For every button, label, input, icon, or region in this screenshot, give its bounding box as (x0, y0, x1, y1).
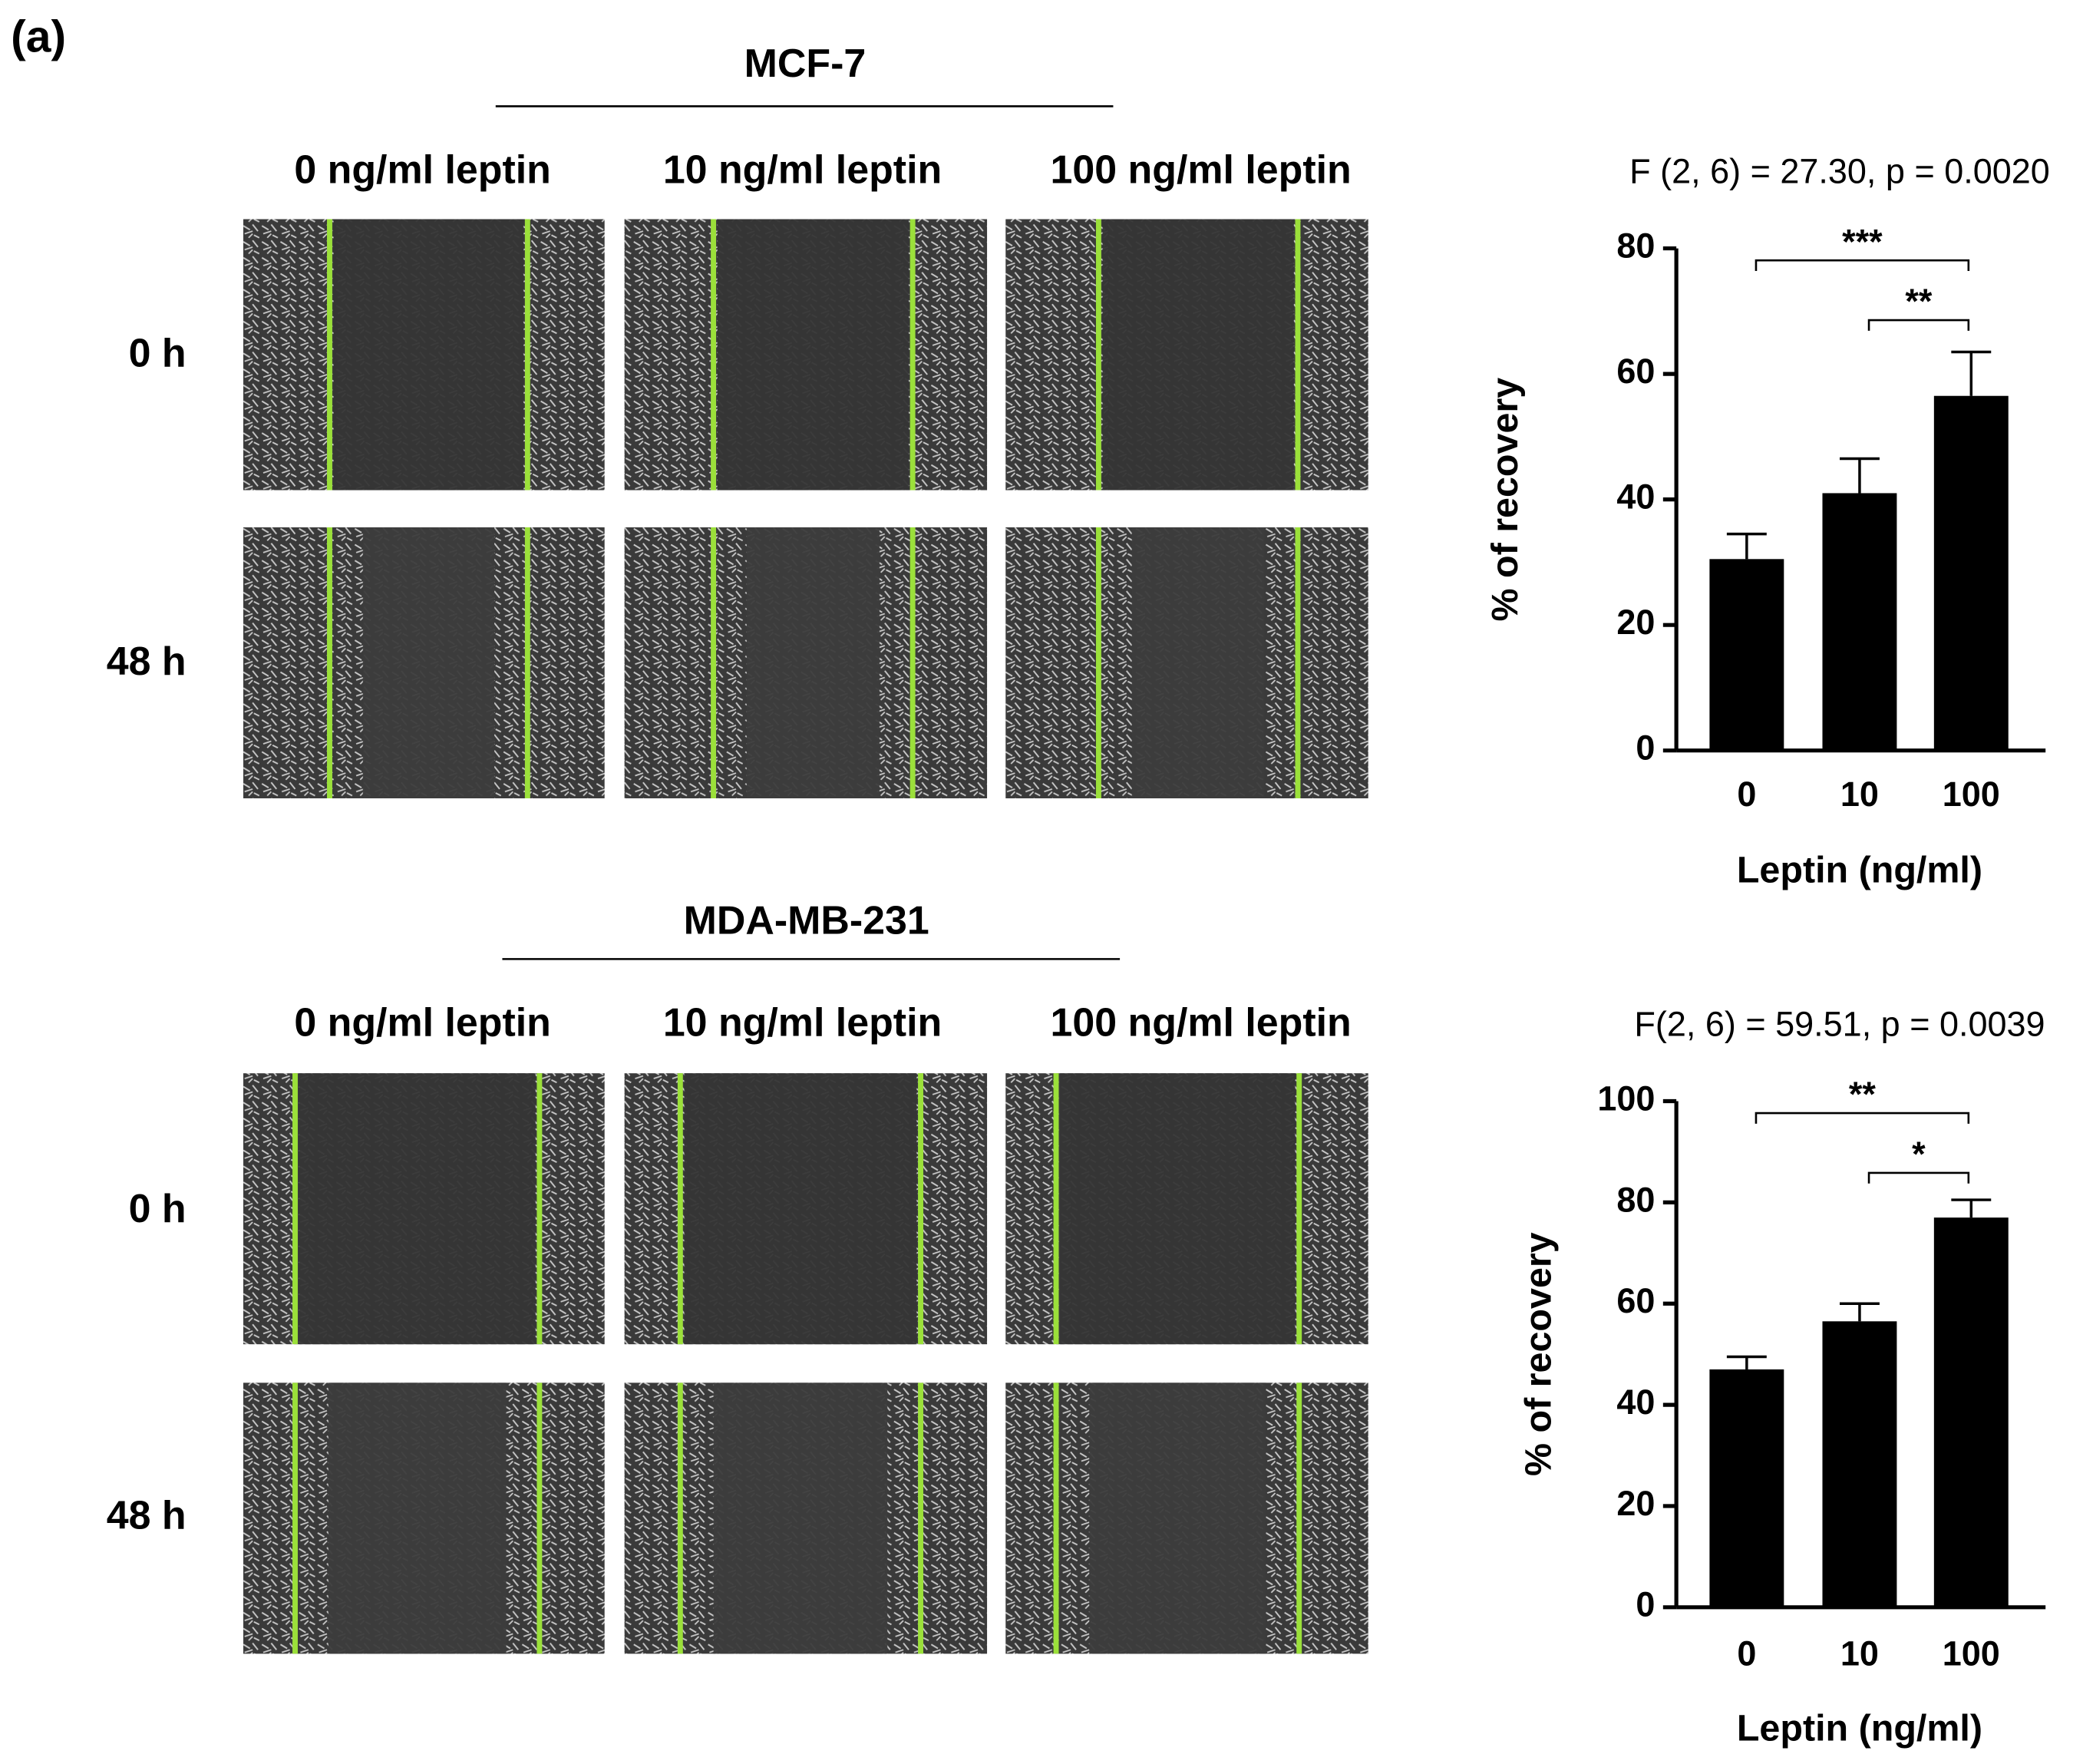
wound-gap (717, 219, 909, 491)
significance-bracket (1867, 1171, 1970, 1184)
row-label: 0 h (129, 331, 187, 375)
significance-bracket (1755, 259, 1970, 272)
column-label: 0 ng/ml leptin (294, 1001, 551, 1046)
column-label: 10 ng/ml leptin (663, 1001, 942, 1046)
column-label: 100 ng/ml leptin (1051, 1001, 1352, 1046)
significance-label: ** (1905, 282, 1933, 321)
bar (1933, 1217, 2009, 1607)
y-tick-label: 40 (1616, 1382, 1655, 1422)
wound-gap (1060, 1073, 1296, 1345)
chart-title: F(2, 6) = 59.51, p = 0.0039 (1634, 1005, 2045, 1044)
x-tick-label: 100 (1943, 775, 2000, 814)
chart-title: F (2, 6) = 27.30, p = 0.0020 (1629, 152, 2050, 191)
x-tick-label: 100 (1943, 1634, 2000, 1673)
y-axis-label: % of recovery (1484, 378, 1526, 622)
column-label: 10 ng/ml leptin (663, 148, 942, 193)
bar (1933, 395, 2009, 751)
panel-label: (a) (11, 12, 66, 61)
block-title: MDA-MB-231 (684, 898, 929, 943)
y-tick-label: 100 (1597, 1079, 1655, 1118)
bar (1709, 559, 1784, 751)
wound-gap (684, 1073, 917, 1345)
significance-bracket (1755, 1112, 1970, 1124)
significance-bracket (1867, 319, 1970, 331)
row-label: 48 h (107, 1494, 187, 1538)
significance-label: * (1912, 1135, 1926, 1174)
wound-gap (746, 527, 880, 798)
wound-gap (1102, 219, 1294, 491)
bar (1822, 493, 1897, 751)
x-axis-label: Leptin (ng/ml) (1737, 1708, 1982, 1749)
y-tick-label: 60 (1616, 1281, 1655, 1320)
bar (1822, 1321, 1897, 1607)
y-tick-label: 80 (1616, 226, 1655, 265)
significance-label: ** (1849, 1075, 1877, 1114)
y-tick-label: 60 (1616, 352, 1655, 391)
block-title: MCF-7 (744, 41, 867, 86)
x-tick-label: 0 (1737, 775, 1756, 814)
wound-gap (299, 1073, 536, 1345)
wound-gap (1089, 1382, 1266, 1654)
y-tick-label: 0 (1636, 1585, 1655, 1624)
y-tick-label: 20 (1616, 603, 1655, 642)
wound-gap (362, 527, 495, 798)
x-tick-label: 10 (1840, 1634, 1879, 1673)
y-tick-label: 40 (1616, 477, 1655, 517)
y-tick-label: 80 (1616, 1180, 1655, 1219)
y-tick-label: 0 (1636, 728, 1655, 768)
x-axis-label: Leptin (ng/ml) (1737, 850, 1982, 891)
column-label: 100 ng/ml leptin (1051, 148, 1352, 193)
x-tick-label: 10 (1840, 775, 1879, 814)
bar (1709, 1369, 1784, 1607)
y-tick-label: 20 (1616, 1484, 1655, 1523)
significance-label: *** (1842, 222, 1883, 261)
wound-gap (1131, 527, 1265, 798)
wound-gap (333, 219, 524, 491)
y-axis-label: % of recovery (1517, 1232, 1559, 1476)
wound-gap (713, 1382, 888, 1654)
wound-gap (328, 1382, 507, 1654)
column-label: 0 ng/ml leptin (294, 148, 551, 193)
row-label: 48 h (107, 639, 187, 684)
row-label: 0 h (129, 1187, 187, 1231)
x-tick-label: 0 (1737, 1634, 1756, 1673)
